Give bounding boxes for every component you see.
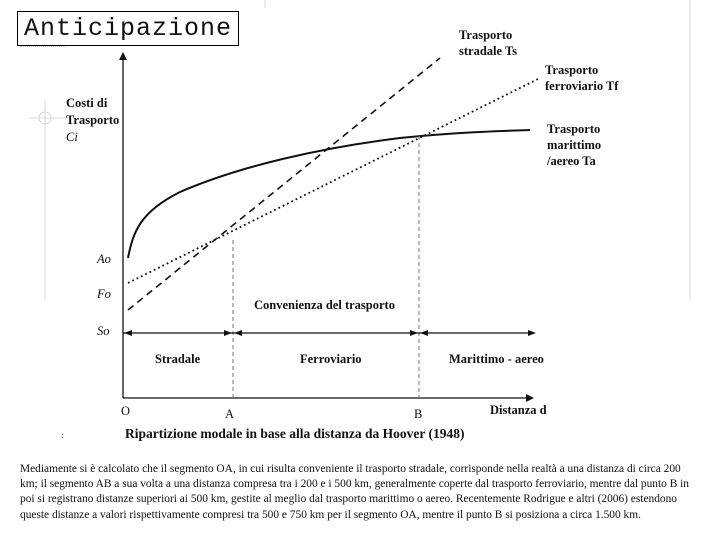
segment-arrowheads	[124, 330, 536, 336]
title-underline-decoration	[20, 46, 66, 53]
segment-label-sea-air: Marittimo - aereo	[449, 352, 544, 366]
page-title: Anticipazione	[17, 11, 239, 46]
point-a-label: A	[225, 407, 234, 421]
sea-label-line-3: /aereo Ta	[546, 154, 596, 168]
y-axis-label-line-1: Costi di	[66, 96, 108, 110]
guide-circle-icon	[38, 111, 52, 125]
x-axis-label: Distanza d	[490, 403, 547, 417]
arrow-right-end	[528, 330, 536, 336]
intercept-fo: Fo	[96, 287, 111, 301]
convenience-label: Convenienza del trasporto	[254, 298, 395, 312]
arrow-left-b	[420, 330, 428, 336]
rail-label-line-2: ferroviario Tf	[545, 79, 619, 93]
intercept-ao: Ao	[96, 252, 111, 266]
arrow-right-b	[410, 330, 418, 336]
segment-label-road: Stradale	[155, 352, 201, 366]
rail-cost-line	[127, 77, 541, 284]
explanatory-paragraph: Mediamente si è calcolato che il segment…	[20, 463, 689, 521]
slide-guide-lines	[30, 0, 691, 300]
arrow-left-a	[234, 330, 242, 336]
origin-label: O	[121, 404, 130, 418]
intercept-so: So	[97, 324, 110, 338]
road-label-line-1: Trasporto	[459, 28, 512, 42]
caption-marker: :	[61, 430, 64, 440]
y-axis-label-line-3: Ci	[66, 130, 78, 144]
sea-label-line-1: Trasporto	[547, 122, 600, 136]
modal-split-diagram: Costi di Trasporto Ci Trasporto stradale…	[30, 0, 691, 441]
arrow-left-o	[124, 330, 132, 336]
rail-label-line-1: Trasporto	[545, 63, 598, 77]
sea-air-cost-curve	[127, 129, 531, 259]
road-label-line-2: stradale Ts	[459, 44, 517, 58]
sea-label-line-2: marittimo	[547, 138, 601, 152]
arrow-right-a	[224, 330, 232, 336]
y-axis-label-line-2: Trasporto	[66, 113, 119, 127]
point-b-label: B	[414, 407, 422, 421]
road-cost-line	[127, 57, 441, 311]
figure-caption: Ripartizione modale in base alla distanz…	[125, 426, 465, 441]
segment-label-rail: Ferroviario	[300, 352, 362, 366]
